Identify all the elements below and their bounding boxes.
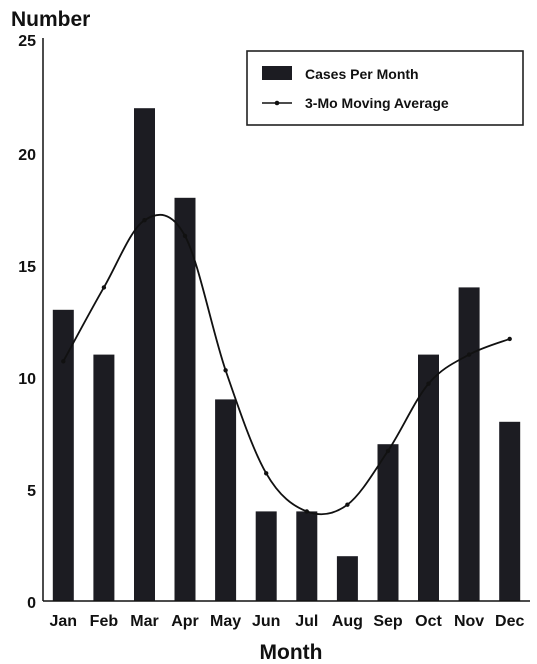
bar-apr [174,197,196,602]
y-tick-label: 15 [18,259,36,276]
y-tick-label: 20 [18,147,36,164]
x-tick-label-mar: Mar [130,613,158,630]
y-tick-label: 5 [27,483,36,500]
moving-average-line [62,213,511,516]
moving-average-line-group [61,213,512,516]
y-tick-labels: 0 5 10 15 20 25 [18,33,36,612]
y-axis-title: Number [11,8,90,31]
legend: Cases Per Month 3-Mo Moving Average [246,50,524,126]
bar-sep [377,444,399,601]
moving-average-point-sep [385,448,391,454]
x-axis-title: Month [260,641,323,664]
x-tick-label-sep: Sep [373,613,403,630]
bar-feb [93,354,115,601]
y-tick-label: 0 [27,595,36,612]
x-tick-label-jan: Jan [50,613,78,630]
moving-average-point-feb [101,285,107,290]
x-tick-label-oct: Oct [415,613,442,630]
x-tick-label-apr: Apr [171,613,199,630]
x-tick-label-dec: Dec [495,613,524,630]
bar-oct [418,354,439,601]
moving-average-point-mar [142,218,147,223]
x-tick-label-feb: Feb [90,613,119,630]
legend-label-moving-average: 3-Mo Moving Average [305,95,449,111]
moving-average-point-dec [507,336,512,342]
moving-average-point-jun [264,471,269,476]
moving-average-point-jan [61,359,66,364]
moving-average-point-apr [182,233,188,239]
x-tick-label-may: May [210,613,241,630]
y-tick-label: 25 [18,33,36,50]
legend-bar-swatch [262,66,292,80]
bar-jul [296,511,318,601]
moving-average-point-aug [345,502,350,507]
bar-aug [336,556,358,601]
bar-may [215,399,237,601]
moving-average-point-may [223,368,228,373]
bar-nov [458,287,480,601]
bar-jun [255,511,277,601]
x-tick-label-nov: Nov [454,613,484,630]
bar-dec [499,421,521,601]
legend-line-marker [274,100,280,106]
bar-jan [52,309,74,601]
x-tick-label-jun: Jun [252,613,280,630]
moving-average-point-oct [426,381,431,386]
bars [52,108,521,602]
legend-box [246,50,524,126]
x-tick-label-aug: Aug [332,613,363,630]
moving-average-point-jul [304,509,309,514]
x-tick-labels: Jan Feb Mar Apr May Jun Jul Aug Sep Oct Nov Dec [50,613,525,630]
bar-mar [134,108,155,601]
y-tick-label: 10 [18,371,36,388]
moving-average-point-nov [466,352,472,357]
x-tick-label-jul: Jul [295,613,318,630]
legend-label-cases: Cases Per Month [305,66,419,82]
